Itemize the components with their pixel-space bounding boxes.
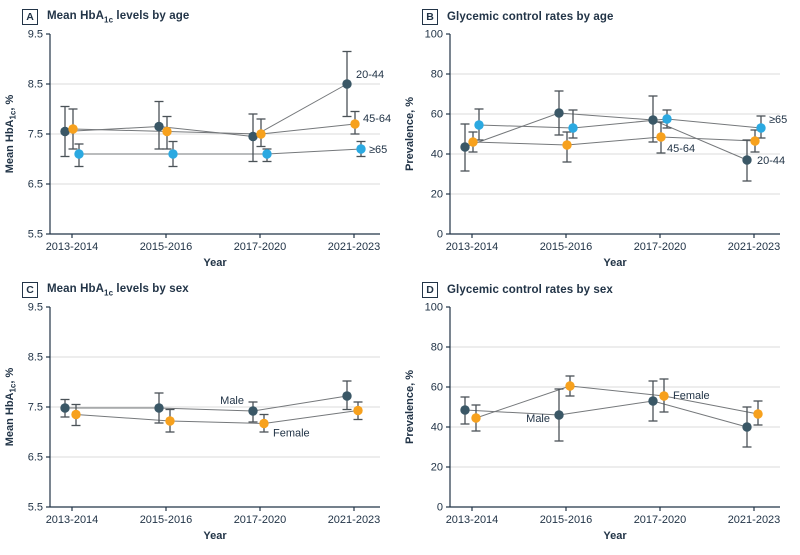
panel-b-title-row: B Glycemic control rates by age <box>422 8 800 26</box>
svg-text:5.5: 5.5 <box>28 502 43 514</box>
panel-title: Glycemic control rates by age <box>447 11 614 23</box>
svg-text:8.5: 8.5 <box>28 79 43 91</box>
panel-letter-box: A <box>22 9 38 25</box>
svg-text:Female: Female <box>673 390 710 402</box>
svg-text:2017-2020: 2017-2020 <box>234 241 287 253</box>
panel-d: D Glycemic control rates by sex 100 80 60 4… <box>400 279 800 552</box>
panel-d-title-row: D Glycemic control rates by sex <box>422 281 800 299</box>
svg-text:Female: Female <box>273 428 310 440</box>
svg-text:2017-2020: 2017-2020 <box>234 514 287 526</box>
svg-text:6.5: 6.5 <box>28 452 43 464</box>
svg-text:100: 100 <box>425 29 443 41</box>
panel-letter: D <box>426 284 434 296</box>
svg-text:Mean HbA1c, %: Mean HbA1c, % <box>4 367 18 446</box>
svg-text:2013-2014: 2013-2014 <box>46 241 99 253</box>
panel-title: Glycemic control rates by sex <box>447 284 613 296</box>
svg-text:2013-2014: 2013-2014 <box>446 241 499 253</box>
svg-text:2013-2014: 2013-2014 <box>46 514 99 526</box>
svg-text:80: 80 <box>431 69 443 81</box>
panel-a-title-row: A Mean HbA1c levels by age <box>22 8 400 26</box>
svg-text:45-64: 45-64 <box>363 113 391 125</box>
svg-text:Male: Male <box>526 413 550 425</box>
svg-text:Prevalence, %: Prevalence, % <box>404 97 416 171</box>
panel-letter-box: D <box>422 282 438 298</box>
svg-text:0: 0 <box>437 502 443 514</box>
svg-text:0: 0 <box>437 229 443 241</box>
svg-text:9.5: 9.5 <box>28 302 43 314</box>
svg-text:40: 40 <box>431 149 443 161</box>
svg-text:2013-2014: 2013-2014 <box>446 514 499 526</box>
svg-text:Prevalence, %: Prevalence, % <box>404 370 416 444</box>
svg-text:20-44: 20-44 <box>356 69 384 81</box>
svg-text:9.5: 9.5 <box>28 29 43 41</box>
svg-text:Mean HbA1c, %: Mean HbA1c, % <box>4 94 18 173</box>
svg-text:80: 80 <box>431 342 443 354</box>
svg-text:2015-2016: 2015-2016 <box>540 241 593 253</box>
panel-letter: B <box>426 11 434 23</box>
svg-text:2015-2016: 2015-2016 <box>140 241 193 253</box>
svg-text:≥65: ≥65 <box>769 114 787 126</box>
svg-text:7.5: 7.5 <box>28 129 43 141</box>
svg-text:≥65: ≥65 <box>369 144 387 156</box>
panel-c: C Mean HbA1c levels by sex 9.5 8.5 7.5 6.5 5… <box>0 279 400 552</box>
svg-text:60: 60 <box>431 109 443 121</box>
svg-text:2021-2023: 2021-2023 <box>328 241 381 253</box>
svg-text:20: 20 <box>431 189 443 201</box>
panel-letter: C <box>26 284 34 296</box>
panel-a: A Mean HbA1c levels by age 9.5 8.5 7.5 6.5 5… <box>0 6 400 279</box>
svg-text:Male: Male <box>220 395 244 407</box>
svg-text:Year: Year <box>203 530 227 542</box>
panel-b: B Glycemic control rates by age 100 80 60 4… <box>400 6 800 279</box>
svg-text:8.5: 8.5 <box>28 352 43 364</box>
svg-text:6.5: 6.5 <box>28 179 43 191</box>
svg-text:2021-2023: 2021-2023 <box>728 514 781 526</box>
panel-c-title-row: C Mean HbA1c levels by sex <box>22 281 400 299</box>
panel-title: Mean HbA1c levels by age <box>47 9 190 25</box>
panel-letter-box: B <box>422 9 438 25</box>
svg-text:7.5: 7.5 <box>28 402 43 414</box>
svg-text:100: 100 <box>425 302 443 314</box>
svg-text:5.5: 5.5 <box>28 229 43 241</box>
svg-text:2015-2016: 2015-2016 <box>540 514 593 526</box>
svg-text:Year: Year <box>203 257 227 269</box>
panel-letter: A <box>26 11 34 23</box>
svg-text:2021-2023: 2021-2023 <box>328 514 381 526</box>
svg-text:40: 40 <box>431 422 443 434</box>
panel-title: Mean HbA1c levels by sex <box>47 282 189 298</box>
svg-text:20: 20 <box>431 462 443 474</box>
svg-text:2017-2020: 2017-2020 <box>634 241 687 253</box>
svg-text:2015-2016: 2015-2016 <box>140 514 193 526</box>
svg-text:2017-2020: 2017-2020 <box>634 514 687 526</box>
svg-text:Year: Year <box>603 257 627 269</box>
panel-letter-box: C <box>22 282 38 298</box>
svg-text:45-64: 45-64 <box>667 143 695 155</box>
svg-text:60: 60 <box>431 382 443 394</box>
svg-text:2021-2023: 2021-2023 <box>728 241 781 253</box>
svg-text:Year: Year <box>603 530 627 542</box>
svg-text:20-44: 20-44 <box>757 155 785 167</box>
